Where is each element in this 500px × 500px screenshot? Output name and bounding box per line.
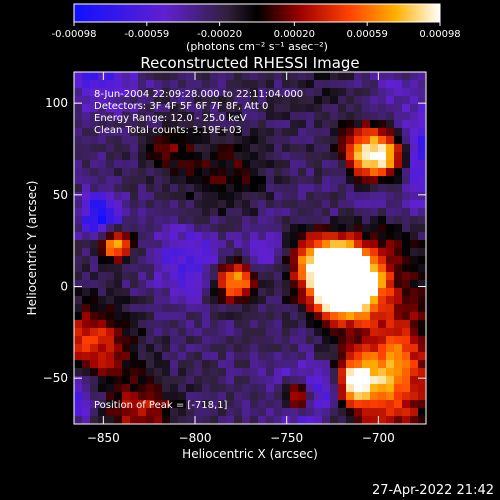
annotation-time-range: 8-Jun-2004 22:09:28.000 to 22:11:04.000: [94, 89, 303, 100]
y-tick-label: 0: [60, 280, 68, 294]
x-axis-label: Heliocentric X (arcsec): [182, 447, 318, 461]
x-tick-label: −750: [270, 431, 303, 445]
annotation-total-counts: Clean Total counts: 3.19E+03: [94, 125, 242, 136]
y-tick-label: −50: [43, 371, 68, 385]
colorbar: [73, 3, 441, 23]
plot-frame: [73, 71, 427, 425]
x-tick-label: −700: [362, 431, 395, 445]
x-axis: −850 −800 −750 −700: [87, 72, 395, 445]
heatmap-cells: [74, 72, 426, 424]
y-tick-label: 100: [45, 96, 68, 110]
colorbar-ticks: -0.00098 -0.00059 -0.00020 0.00020 0.00059 0.…: [52, 22, 461, 40]
colorbar-unit-label: (photons cm⁻² s⁻¹ asec⁻²): [186, 40, 328, 53]
annotation-detectors: Detectors: 3F 4F 5F 6F 7F 8F, Att 0: [94, 101, 268, 112]
colorbar-tick-label: -0.00059: [124, 29, 169, 40]
colorbar-tick-label: 0.00098: [419, 29, 460, 40]
colorbar-tick-label: 0.00059: [346, 29, 387, 40]
colorbar-tick-label: 0.00020: [274, 29, 315, 40]
peak-position-label: Position of Peak = [-718,1]: [94, 400, 228, 411]
y-tick-label: 50: [53, 188, 68, 202]
y-axis-label: Heliocentric Y (arcsec): [25, 181, 39, 316]
x-tick-label: −800: [179, 431, 212, 445]
footer-timestamp: 27-Apr-2022 21:42: [372, 483, 494, 498]
chart-title: Reconstructed RHESSI Image: [140, 54, 359, 72]
colorbar-tick-label: -0.00020: [197, 29, 242, 40]
y-axis: −50 0 50 100: [43, 96, 426, 385]
annotation-energy-range: Energy Range: 12.0 - 25.0 keV: [94, 113, 247, 124]
x-tick-label: −850: [87, 431, 120, 445]
colorbar-tick-label: -0.00098: [52, 29, 97, 40]
